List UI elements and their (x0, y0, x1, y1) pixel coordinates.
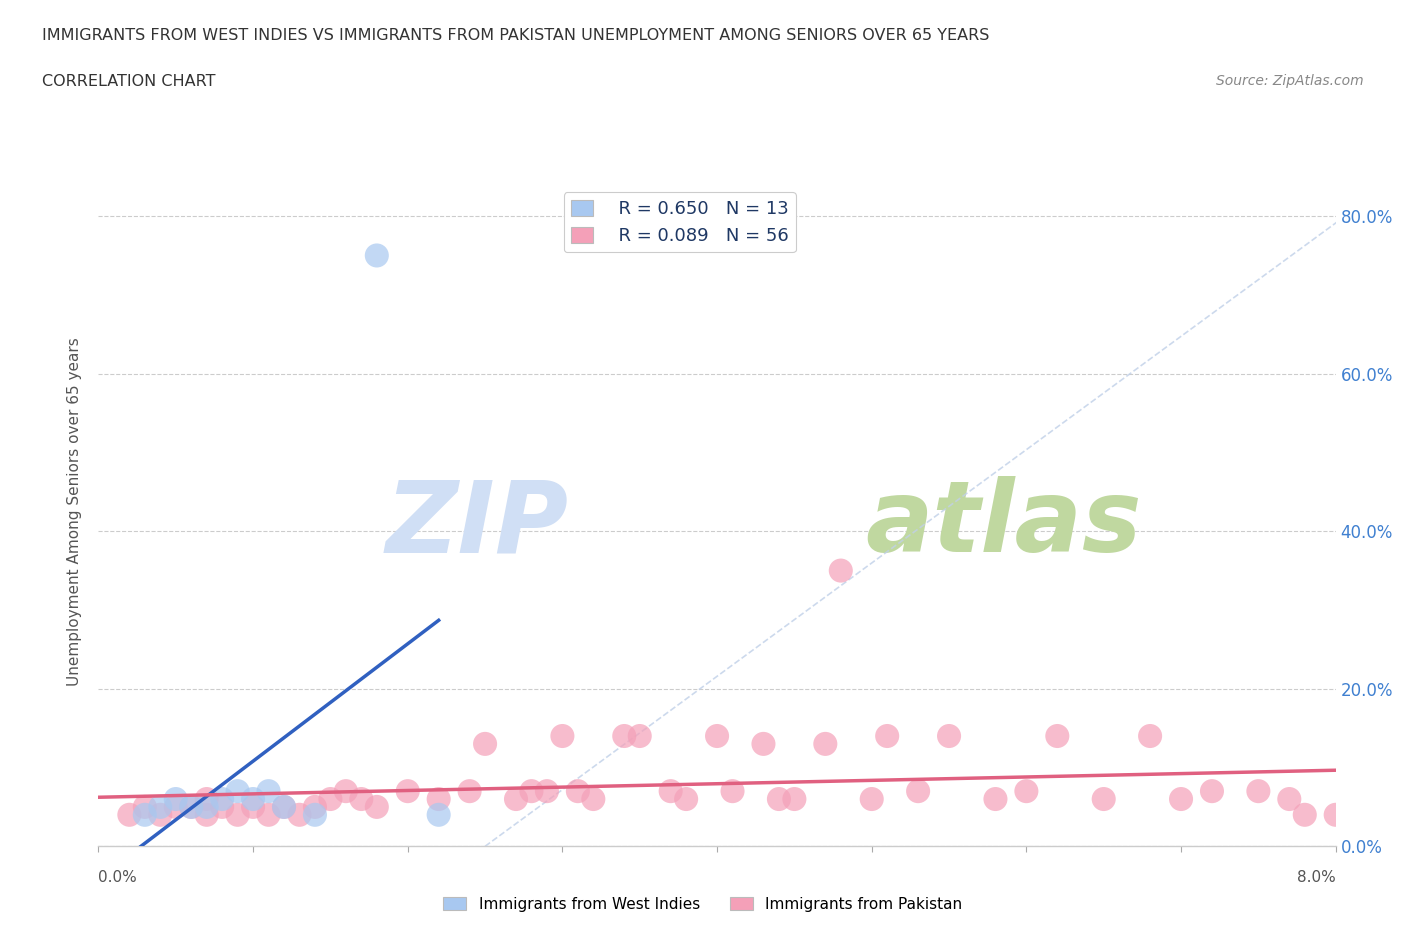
Point (536, 784, 558, 799)
Point (1355, 791, 1378, 806)
Point (165, 800, 187, 815)
Point (134, 807, 156, 822)
Point (984, 791, 1007, 806)
Point (149, 800, 172, 815)
Text: 0.0%: 0.0% (98, 870, 138, 884)
Point (288, 807, 311, 822)
Point (335, 784, 357, 799)
Point (118, 807, 141, 822)
Point (366, 248, 388, 263)
Point (613, 728, 636, 743)
Point (257, 784, 280, 799)
Point (257, 807, 280, 822)
Point (1201, 784, 1223, 799)
Point (195, 800, 218, 815)
Point (474, 737, 496, 751)
Point (458, 784, 481, 799)
Point (505, 791, 527, 806)
Point (304, 800, 326, 815)
Point (1247, 784, 1270, 799)
Point (706, 728, 728, 743)
Point (350, 791, 373, 806)
Text: CORRELATION CHART: CORRELATION CHART (42, 74, 215, 89)
Point (1170, 791, 1192, 806)
Point (551, 728, 574, 743)
Point (752, 737, 775, 751)
Point (304, 807, 326, 822)
Point (211, 800, 233, 815)
Point (830, 564, 852, 578)
Point (427, 791, 450, 806)
Point (180, 800, 202, 815)
Point (1371, 807, 1393, 822)
Point (520, 784, 543, 799)
Point (195, 807, 218, 822)
Text: atlas: atlas (866, 476, 1142, 574)
Point (427, 807, 450, 822)
Text: ZIP: ZIP (385, 476, 568, 574)
Point (180, 800, 202, 815)
Point (938, 728, 960, 743)
Point (226, 807, 249, 822)
Text: IMMIGRANTS FROM WEST INDIES VS IMMIGRANTS FROM PAKISTAN UNEMPLOYMENT AMONG SENIO: IMMIGRANTS FROM WEST INDIES VS IMMIGRANT… (42, 28, 990, 43)
Y-axis label: Unemployment Among Seniors over 65 years: Unemployment Among Seniors over 65 years (67, 338, 83, 686)
Point (273, 800, 295, 815)
Point (628, 728, 651, 743)
Point (242, 791, 264, 806)
Point (396, 784, 419, 799)
Point (242, 800, 264, 815)
Point (195, 791, 218, 806)
Text: Source: ZipAtlas.com: Source: ZipAtlas.com (1216, 74, 1364, 88)
Point (165, 791, 187, 806)
Point (1278, 791, 1301, 806)
Point (876, 728, 898, 743)
Text: 8.0%: 8.0% (1296, 870, 1336, 884)
Point (768, 791, 790, 806)
Point (134, 800, 156, 815)
Point (814, 737, 837, 751)
Point (1015, 784, 1038, 799)
Point (319, 791, 342, 806)
Legend: Immigrants from West Indies, Immigrants from Pakistan: Immigrants from West Indies, Immigrants … (437, 890, 969, 918)
Legend:   R = 0.650   N = 13,   R = 0.089   N = 56: R = 0.650 N = 13, R = 0.089 N = 56 (564, 193, 796, 252)
Point (1092, 791, 1115, 806)
Point (211, 791, 233, 806)
Point (721, 784, 744, 799)
Point (675, 791, 697, 806)
Point (567, 784, 589, 799)
Point (907, 784, 929, 799)
Point (149, 807, 172, 822)
Point (1294, 807, 1316, 822)
Point (783, 791, 806, 806)
Point (366, 800, 388, 815)
Point (1139, 728, 1161, 743)
Point (1324, 807, 1347, 822)
Point (226, 784, 249, 799)
Point (1046, 728, 1069, 743)
Point (860, 791, 883, 806)
Point (582, 791, 605, 806)
Point (273, 800, 295, 815)
Point (659, 784, 682, 799)
